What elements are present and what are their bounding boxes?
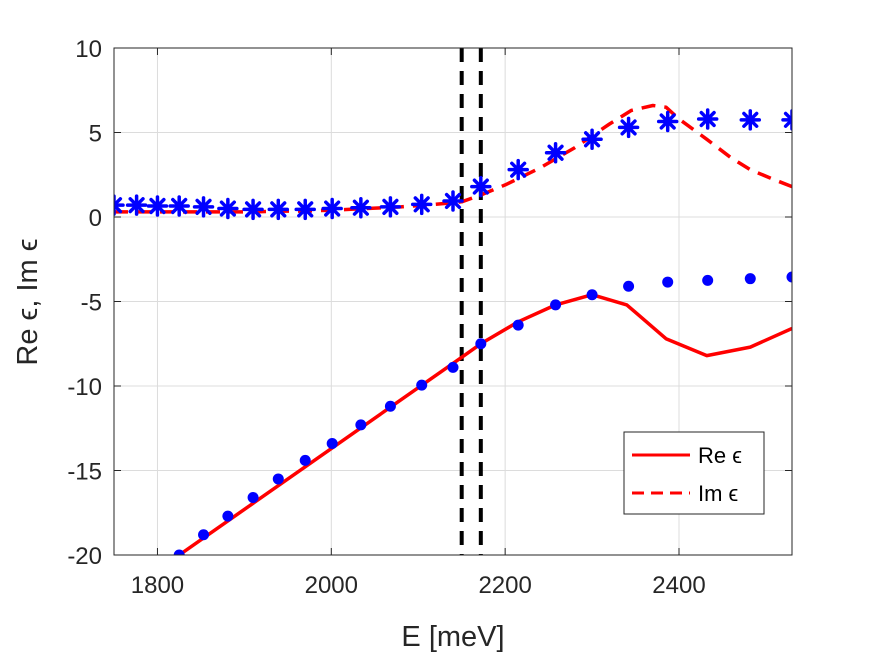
re-epsilon-marker (702, 274, 714, 286)
y-tick-label: 10 (75, 36, 102, 63)
re-epsilon-marker (744, 273, 756, 285)
im-epsilon-marker (125, 194, 148, 216)
im-epsilon-marker (242, 198, 264, 221)
im-epsilon-marker (294, 198, 316, 221)
re-epsilon-marker (786, 271, 792, 283)
re-epsilon-marker (173, 549, 185, 555)
re-epsilon-marker (222, 510, 234, 522)
axis-ticks: 1800 2000 2200 2400 -20 -15 -10 -5 0 5 10 (67, 36, 792, 599)
asterisk-stroke (583, 131, 601, 148)
asterisk-stroke (413, 196, 430, 213)
re-epsilon-marker (384, 400, 396, 412)
re-epsilon-marker (247, 492, 259, 504)
asterisk-stroke (472, 178, 489, 195)
x-axis-label: E [meV] (401, 621, 504, 653)
asterisk-stroke (270, 201, 287, 218)
y-tick-label: 5 (89, 121, 102, 148)
im-epsilon-marker (696, 108, 719, 130)
asterisk-stroke (783, 117, 792, 128)
re-epsilon-marker (447, 361, 459, 373)
im-epsilon-marker (739, 109, 762, 131)
x-tick-label: 2200 (478, 572, 531, 599)
legend-re-label: Re ϵ (698, 443, 742, 468)
plot-content (114, 48, 792, 555)
asterisk-stroke (219, 200, 236, 217)
asterisk-stroke (128, 197, 145, 214)
im-epsilon-marker (581, 128, 603, 151)
asterisk-stroke (114, 197, 123, 208)
im-epsilon-marker (781, 109, 792, 131)
im-epsilon-marker (544, 142, 567, 164)
im-epsilon-marker (267, 198, 290, 221)
im-epsilon-marker (168, 195, 190, 217)
re-epsilon-marker (355, 419, 367, 431)
x-tick-label: 2000 (305, 572, 358, 599)
re-epsilon-marker (416, 379, 428, 391)
im-epsilon-marker (379, 196, 402, 218)
asterisk-stroke (510, 161, 527, 178)
asterisk-stroke (659, 113, 676, 130)
im-epsilon-marker (410, 193, 433, 216)
asterisk-stroke (324, 200, 341, 217)
im-epsilon-marker (350, 196, 372, 219)
re-epsilon-marker (299, 454, 311, 466)
re-epsilon-marker (662, 276, 674, 288)
asterisk-stroke (620, 119, 637, 136)
y-axis-label: Re ϵ, Im ϵ (12, 238, 44, 365)
asterisk-stroke (547, 144, 564, 161)
im-epsilon-marker (146, 195, 169, 217)
legend: Re ϵ Im ϵ (623, 431, 765, 515)
asterisk-stroke (195, 198, 212, 215)
x-tick-label: 2400 (652, 572, 705, 599)
re-epsilon-marker (198, 529, 210, 541)
asterisk-stroke (114, 202, 123, 214)
y-tick-label: 0 (89, 205, 102, 232)
re-epsilon-marker (623, 280, 635, 292)
re-epsilon-marker (326, 437, 338, 449)
asterisk-stroke (171, 197, 188, 215)
asterisk-stroke (297, 201, 314, 218)
im-epsilon-marker (656, 110, 679, 133)
y-tick-label: -10 (67, 374, 102, 401)
re-epsilon-marker (475, 338, 487, 350)
y-tick-label: -20 (67, 543, 102, 570)
im-epsilon-marker (217, 197, 239, 220)
legend-im-label: Im ϵ (698, 481, 738, 506)
asterisk-stroke (382, 198, 399, 215)
re-epsilon-marker (550, 299, 562, 311)
im-epsilon-marker (617, 116, 640, 139)
asterisk-stroke (244, 201, 262, 218)
asterisk-stroke (149, 197, 166, 215)
y-tick-label: -5 (81, 290, 102, 317)
im-epsilon-marker (442, 190, 464, 212)
asterisk-stroke (783, 111, 792, 123)
im-epsilon-marker (507, 158, 529, 181)
im-epsilon-marker (114, 194, 125, 216)
legend-box (623, 431, 765, 515)
asterisk-stroke (444, 192, 462, 210)
asterisk-stroke (742, 111, 759, 128)
im-epsilon-marker (321, 197, 343, 220)
asterisk-stroke (352, 199, 369, 216)
im-epsilon-marker (192, 196, 215, 218)
re-epsilon-marker (512, 319, 524, 331)
y-tick-label: -15 (67, 459, 102, 486)
x-tick-label: 1800 (131, 572, 184, 599)
im-epsilon-marker (470, 175, 492, 198)
asterisk-stroke (699, 110, 716, 128)
re-epsilon-marker (586, 289, 598, 301)
re-epsilon-marker (272, 473, 284, 485)
